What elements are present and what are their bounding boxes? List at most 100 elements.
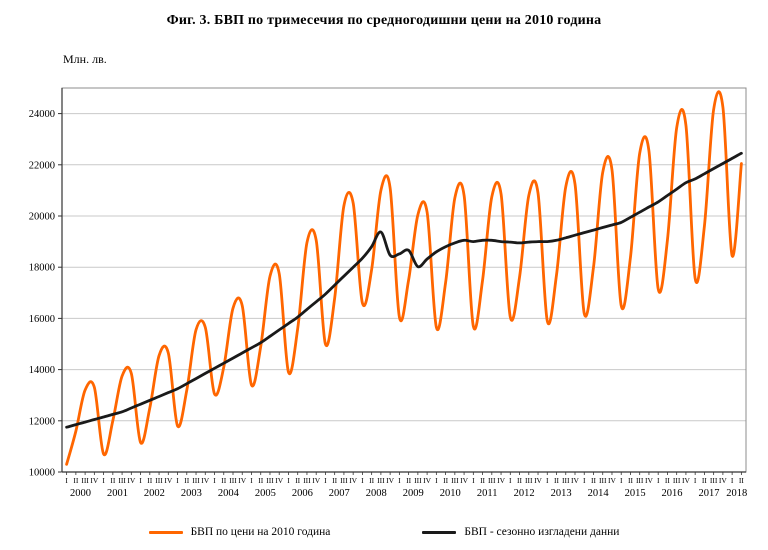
- quarter-tick-label: IV: [534, 476, 542, 485]
- quarter-tick-label: I: [731, 476, 734, 485]
- quarter-tick-label: I: [435, 476, 438, 485]
- y-tick-label: 12000: [29, 416, 55, 427]
- quarter-tick-label: II: [554, 476, 559, 485]
- year-tick-label: 2011: [477, 488, 498, 499]
- quarter-tick-label: I: [176, 476, 179, 485]
- quarter-tick-label: III: [266, 476, 274, 485]
- quarter-tick-label: II: [628, 476, 633, 485]
- year-tick-label: 2003: [181, 488, 202, 499]
- quarter-tick-label: IV: [238, 476, 246, 485]
- quarter-tick-label: II: [517, 476, 522, 485]
- year-tick-label: 2000: [70, 488, 91, 499]
- plot-border: [61, 87, 747, 473]
- quarter-tick-label: IV: [386, 476, 394, 485]
- quarter-tick-label: I: [657, 476, 660, 485]
- year-tick-label: 2016: [662, 488, 683, 499]
- quarter-tick-label: II: [184, 476, 189, 485]
- quarter-tick-label: III: [488, 476, 496, 485]
- quarter-tick-label: IV: [460, 476, 468, 485]
- year-tick-label: 2005: [255, 488, 276, 499]
- quarter-tick-label: IV: [571, 476, 579, 485]
- quarter-tick-label: II: [665, 476, 670, 485]
- year-tick-label: 2001: [107, 488, 128, 499]
- legend-label-gdp-seasonally-adjusted: БВП - сезонно изгладени данни: [464, 526, 620, 538]
- chart-legend: БВП по цени на 2010 година БВП - сезонно…: [0, 526, 768, 538]
- quarter-tick-label: IV: [275, 476, 283, 485]
- quarter-tick-label: IV: [349, 476, 357, 485]
- quarter-tick-label: I: [102, 476, 105, 485]
- quarter-tick-label: I: [472, 476, 475, 485]
- quarter-tick-label: II: [443, 476, 448, 485]
- quarter-tick-label: I: [324, 476, 327, 485]
- quarter-tick-label: III: [192, 476, 200, 485]
- quarter-tick-label: IV: [497, 476, 505, 485]
- quarter-tick-label: I: [139, 476, 142, 485]
- quarter-tick-label: IV: [682, 476, 690, 485]
- quarter-tick-label: II: [258, 476, 263, 485]
- quarter-tick-label: II: [73, 476, 78, 485]
- quarter-tick-label: III: [155, 476, 163, 485]
- year-tick-label: 2002: [144, 488, 165, 499]
- quarter-tick-label: I: [398, 476, 401, 485]
- quarter-tick-label: I: [287, 476, 290, 485]
- quarter-tick-label: IV: [608, 476, 616, 485]
- orange-line-swatch-icon: [148, 530, 183, 534]
- quarter-tick-label: III: [81, 476, 89, 485]
- quarter-tick-label: I: [250, 476, 253, 485]
- quarter-tick-label: II: [591, 476, 596, 485]
- quarter-tick-label: III: [710, 476, 718, 485]
- quarter-tick-label: IV: [645, 476, 653, 485]
- series-gdp-2010-prices-line: [65, 90, 743, 466]
- quarter-tick-label: I: [361, 476, 364, 485]
- series-gdp-seasonally-adjusted-line: [65, 151, 743, 429]
- quarter-tick-label: III: [377, 476, 385, 485]
- quarter-tick-label: II: [702, 476, 707, 485]
- black-line-swatch-icon: [422, 530, 457, 534]
- year-tick-label: 2013: [551, 488, 572, 499]
- quarter-tick-label: II: [480, 476, 485, 485]
- quarter-tick-label: III: [636, 476, 644, 485]
- quarter-tick-label: I: [583, 476, 586, 485]
- year-tick-label: 2015: [625, 488, 646, 499]
- year-tick-label: 2010: [440, 488, 461, 499]
- quarter-tick-label: II: [332, 476, 337, 485]
- quarter-tick-label: III: [340, 476, 348, 485]
- chart-title: Фиг. 3. БВП по тримесечия по средногодиш…: [166, 13, 602, 28]
- legend-item-gdp-seasonally-adjusted: БВП - сезонно изгладени данни: [422, 526, 619, 538]
- quarter-tick-label: III: [229, 476, 237, 485]
- quarter-tick-label: II: [295, 476, 300, 485]
- quarter-tick-label: II: [406, 476, 411, 485]
- quarter-tick-label: I: [620, 476, 623, 485]
- year-tick-label: 2017: [699, 488, 720, 499]
- quarter-tick-label: IV: [201, 476, 209, 485]
- y-tick-label: 14000: [29, 365, 55, 376]
- y-tick-label: 18000: [29, 263, 55, 274]
- quarter-tick-label: I: [546, 476, 549, 485]
- y-axis-unit-label: Млн. лв.: [63, 52, 107, 66]
- year-tick-label: 2006: [292, 488, 313, 499]
- quarter-tick-label: IV: [90, 476, 98, 485]
- year-tick-label: 2009: [403, 488, 424, 499]
- quarter-tick-label: II: [739, 476, 744, 485]
- quarter-tick-label: II: [369, 476, 374, 485]
- legend-label-gdp-2010-prices: БВП по цени на 2010 година: [190, 526, 331, 538]
- quarter-tick-label: III: [303, 476, 311, 485]
- quarter-tick-label: IV: [719, 476, 727, 485]
- year-tick-label: 2014: [588, 488, 610, 499]
- legend-item-gdp-2010-prices: БВП по цени на 2010 година: [148, 526, 331, 538]
- y-tick-label: 20000: [29, 212, 55, 223]
- quarter-tick-label: II: [147, 476, 152, 485]
- quarter-tick-label: III: [599, 476, 607, 485]
- year-tick-label: 2018: [726, 488, 747, 499]
- quarter-tick-label: I: [65, 476, 68, 485]
- year-tick-label: 2007: [329, 488, 350, 499]
- y-tick-label: 10000: [29, 468, 55, 479]
- quarter-tick-label: IV: [423, 476, 431, 485]
- quarter-tick-label: I: [694, 476, 697, 485]
- quarter-tick-label: II: [221, 476, 226, 485]
- quarter-tick-label: III: [673, 476, 681, 485]
- quarter-tick-label: IV: [164, 476, 172, 485]
- quarter-tick-label: III: [451, 476, 459, 485]
